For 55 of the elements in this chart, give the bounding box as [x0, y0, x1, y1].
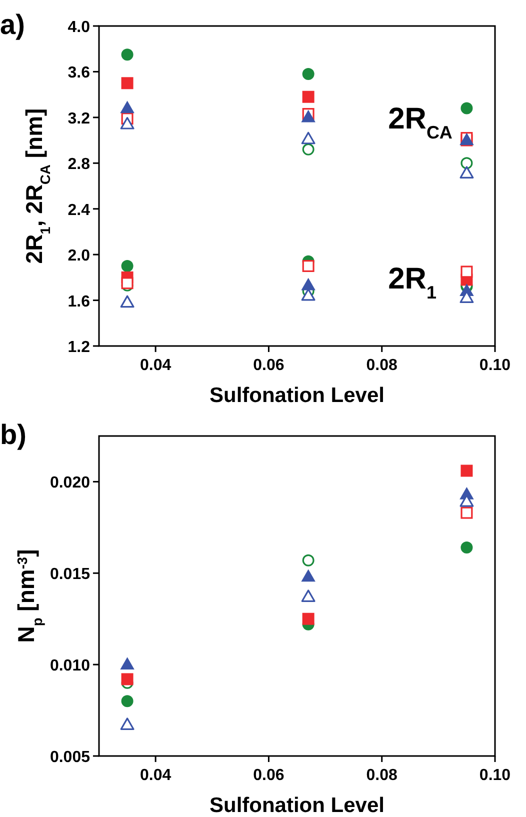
- y-tick-label: 1.2: [68, 339, 90, 356]
- point: [460, 157, 473, 170]
- y-tick-label: 2.0: [68, 248, 90, 265]
- point: [302, 90, 314, 103]
- point: [120, 295, 134, 308]
- y-tick-label: 2.4: [68, 202, 90, 219]
- x-tick-label: 0.04: [140, 767, 172, 784]
- x-axis-title: Sulfonation Level: [209, 384, 385, 407]
- point: [302, 260, 314, 272]
- point: [301, 110, 316, 122]
- x-tick-label: 0.06: [253, 767, 284, 784]
- annotation: 2R$_{1}$: [388, 262, 436, 302]
- x-tick-label: 0.10: [479, 767, 511, 784]
- point: [121, 673, 134, 686]
- y-tick-label: 0.010: [50, 658, 90, 675]
- point: [301, 590, 316, 602]
- y-tick-label: 0.015: [50, 566, 90, 584]
- x-tick-label: 0.04: [140, 357, 172, 374]
- x-tick-label: 0.10: [479, 357, 511, 374]
- annotation: 2R$_{CA}$: [388, 102, 452, 142]
- point: [302, 143, 314, 156]
- point: [301, 569, 316, 582]
- point: [460, 266, 473, 278]
- x-tick-label: 0.08: [366, 357, 398, 374]
- y-tick-label: 4.0: [68, 19, 90, 36]
- point: [460, 464, 473, 477]
- point: [460, 102, 473, 114]
- point: [301, 132, 316, 144]
- chart-title: a): [0, 9, 25, 40]
- point: [121, 48, 134, 61]
- point: [301, 288, 316, 301]
- chart-title: b): [0, 419, 26, 450]
- x-tick-label: 0.08: [366, 767, 398, 784]
- y-tick-label: 1.6: [68, 293, 90, 310]
- point: [302, 554, 314, 566]
- point: [121, 695, 134, 708]
- x-tick-label: 0.06: [253, 357, 284, 374]
- point: [460, 506, 473, 519]
- y-tick-label: 0.020: [50, 474, 90, 492]
- x-axis-title: Sulfonation Level: [209, 794, 385, 817]
- point: [121, 77, 134, 90]
- y-tick-label: 3.2: [68, 110, 90, 128]
- point: [120, 657, 134, 670]
- point: [301, 278, 316, 290]
- point: [120, 718, 134, 730]
- point: [460, 542, 473, 554]
- point: [302, 612, 314, 625]
- y-tick-label: 0.005: [50, 749, 90, 766]
- y-tick-label: 3.6: [68, 64, 90, 82]
- y-tick-label: 2.8: [68, 156, 90, 174]
- point: [460, 166, 474, 178]
- point: [120, 116, 134, 130]
- point: [302, 68, 314, 80]
- point: [120, 100, 134, 114]
- point: [121, 260, 134, 272]
